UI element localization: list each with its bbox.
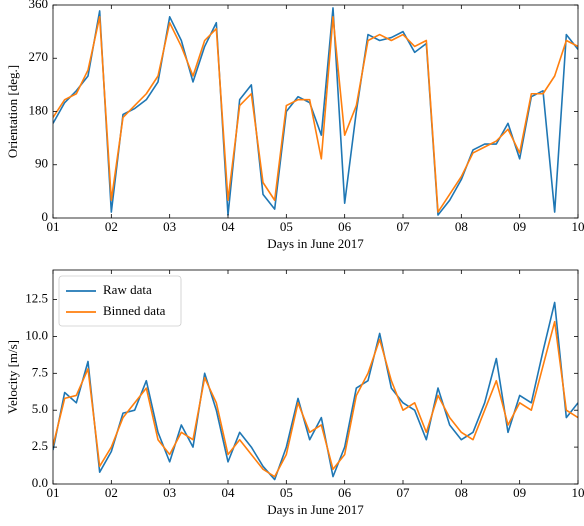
y-tick-label: 0.0	[32, 475, 48, 490]
y-tick-label: 90	[35, 156, 48, 171]
x-tick-label: 04	[222, 219, 236, 234]
y-tick-label: 270	[29, 49, 49, 64]
x-tick-label: 08	[455, 485, 468, 500]
x-tick-label: 06	[338, 485, 352, 500]
legend-label: Raw data	[103, 282, 152, 297]
x-tick-label: 09	[513, 485, 526, 500]
x-tick-label: 07	[397, 485, 411, 500]
x-axis-label: Days in June 2017	[267, 502, 364, 517]
x-tick-label: 06	[338, 219, 352, 234]
y-tick-label: 7.5	[32, 364, 48, 379]
plot-frame	[52, 269, 579, 485]
y-tick-label: 0	[42, 209, 49, 224]
x-tick-label: 10	[572, 485, 584, 500]
x-tick-label: 02	[105, 485, 118, 500]
y-axis-label: Orientation [deg.]	[5, 65, 20, 158]
y-tick-label: 12.5	[25, 291, 48, 306]
x-tick-label: 03	[163, 219, 176, 234]
y-tick-label: 360	[29, 0, 49, 11]
y-tick-label: 5.0	[32, 401, 48, 416]
data-line	[53, 320, 578, 478]
x-tick-label: 01	[47, 485, 60, 500]
x-axis-label: Days in June 2017	[267, 236, 364, 251]
data-line	[53, 7, 578, 216]
x-tick-label: 03	[163, 485, 176, 500]
plot-frame	[52, 4, 579, 219]
x-tick-label: 08	[455, 219, 468, 234]
y-tick-label: 180	[29, 102, 49, 117]
legend-label: Binned data	[103, 303, 166, 318]
y-tick-label: 10.0	[25, 327, 48, 342]
data-line	[53, 16, 578, 213]
x-tick-label: 01	[47, 219, 60, 234]
x-tick-label: 02	[105, 219, 118, 234]
legend-box	[58, 275, 182, 327]
x-tick-label: 09	[513, 219, 526, 234]
x-tick-label: 04	[222, 485, 236, 500]
x-tick-label: 07	[397, 219, 411, 234]
x-tick-label: 10	[572, 219, 584, 234]
y-tick-label: 2.5	[32, 438, 48, 453]
y-axis-label: Velocity [m/s]	[5, 340, 20, 414]
x-tick-label: 05	[280, 485, 293, 500]
x-tick-label: 05	[280, 219, 293, 234]
